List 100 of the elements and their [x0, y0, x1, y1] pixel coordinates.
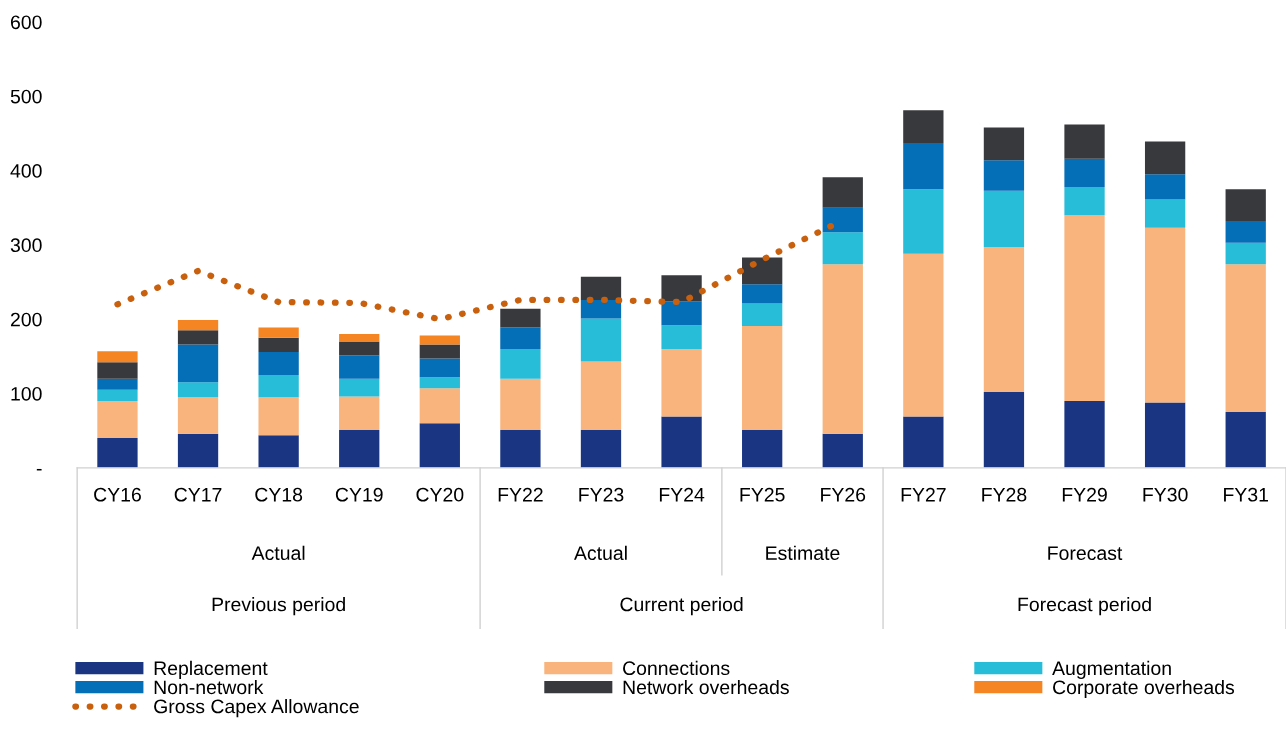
bar: [1225, 412, 1266, 468]
bar: [258, 327, 299, 338]
bar: [822, 232, 863, 265]
y-tick-label: 400: [10, 164, 42, 178]
bar: [661, 275, 702, 302]
bar: [339, 341, 380, 356]
bar: [177, 397, 219, 434]
y-tick-label: -: [36, 468, 42, 471]
bar: [742, 429, 783, 468]
bar: [1064, 124, 1105, 159]
bar: [661, 301, 702, 326]
bar: [177, 344, 219, 383]
x-tick-label: FY27: [901, 487, 946, 502]
bar: [339, 355, 380, 379]
bar: [903, 253, 944, 417]
bar: [822, 177, 863, 208]
x-tick-label: FY26: [821, 487, 866, 502]
bar: [177, 433, 219, 468]
y-tick-label: 100: [11, 386, 42, 401]
bar: [983, 160, 1025, 191]
bar: [1064, 186, 1105, 216]
bar: [661, 416, 702, 468]
x-tick-label: FY24: [659, 487, 705, 502]
text: Previous period: [212, 597, 345, 616]
bar: [500, 308, 541, 328]
x-tick-label: FY30: [1143, 487, 1188, 502]
y-tick-label: 200: [10, 312, 42, 327]
bar: [742, 303, 783, 326]
bar: [500, 348, 541, 379]
bar: [580, 276, 622, 300]
bar: [419, 423, 460, 468]
bar: [500, 327, 541, 349]
bar: [1144, 141, 1186, 175]
legend-label: Non-network: [154, 679, 264, 695]
bar: [822, 207, 863, 233]
bar: [177, 330, 219, 345]
bar: [258, 351, 299, 375]
text: Forecast: [1048, 546, 1123, 561]
bar: [419, 344, 460, 359]
bar: [1064, 215, 1105, 401]
bar: [1064, 158, 1105, 187]
text: Estimate: [766, 545, 840, 561]
bar: [1225, 264, 1266, 413]
bar: [97, 362, 138, 379]
y-tick-label: 300: [10, 238, 42, 253]
bar: [419, 358, 460, 378]
text: Actual: [574, 545, 627, 561]
x-tick-label: FY28: [982, 487, 1027, 502]
bar: [1144, 199, 1186, 228]
bar: [97, 438, 138, 468]
x-tick-label: FY23: [579, 487, 624, 502]
bar: [1144, 402, 1186, 468]
bar: [177, 319, 219, 331]
bar: [339, 429, 380, 468]
bar: [983, 247, 1025, 393]
bar: [742, 257, 783, 285]
bar: [1225, 242, 1266, 265]
x-tick-label: FY29: [1062, 487, 1107, 502]
text: Current period: [620, 597, 743, 616]
bar: [822, 433, 863, 468]
x-tick-label: FY22: [498, 487, 543, 502]
legend-label: Gross Capex Allowance: [154, 699, 359, 718]
bar: [742, 284, 783, 304]
x-tick-label: CY16: [94, 487, 141, 502]
bar: [500, 378, 541, 430]
bar: [339, 378, 380, 397]
bar: [1225, 221, 1266, 243]
bar: [983, 392, 1025, 468]
bar: [97, 389, 138, 401]
bar: [419, 377, 460, 389]
bar: [983, 127, 1025, 161]
x-tick-label: CY19: [335, 487, 383, 502]
bar: [903, 143, 944, 190]
bar: [903, 110, 944, 144]
bar: [983, 190, 1025, 248]
x-tick-label: FY31: [1224, 487, 1268, 502]
bar: [1144, 227, 1186, 403]
bar: [339, 396, 380, 430]
legend-label: Replacement: [154, 660, 268, 679]
legend-label: Connections: [623, 660, 730, 676]
legend-label: Augmentation: [1052, 660, 1171, 679]
bar: [580, 429, 622, 468]
bar: [258, 397, 299, 436]
bar: [661, 348, 702, 417]
bar: [822, 264, 863, 434]
bar: [742, 325, 783, 430]
text: Actual: [251, 545, 305, 561]
x-tick-label: CY20: [416, 487, 464, 502]
bar: [1144, 174, 1186, 200]
bar: [339, 334, 380, 342]
bar: [1225, 189, 1266, 222]
x-tick-label: CY18: [255, 487, 303, 502]
bar: [903, 416, 944, 468]
legend-label: Corporate overheads: [1053, 679, 1235, 699]
x-tick-label: FY25: [740, 487, 785, 502]
bar: [177, 382, 219, 398]
x-tick-label: CY17: [174, 487, 222, 502]
bar: [903, 189, 944, 254]
bar: [97, 400, 138, 439]
bar: [661, 325, 702, 349]
